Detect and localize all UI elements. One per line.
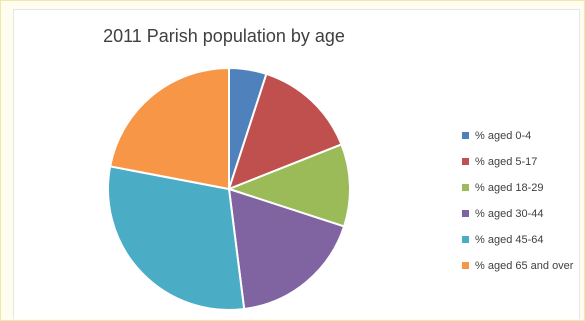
legend-swatch bbox=[462, 236, 469, 243]
legend-label: % aged 5-17 bbox=[475, 155, 538, 168]
legend-swatch bbox=[462, 210, 469, 217]
legend-item: % aged 65 and over bbox=[462, 256, 573, 275]
pie-slice-3 bbox=[228, 143, 351, 228]
chart-title: 2011 Parish population by age bbox=[103, 26, 345, 46]
legend-item: % aged 0-4 bbox=[462, 126, 573, 145]
legend-label: % aged 45-64 bbox=[475, 233, 544, 246]
legend-label: % aged 30-44 bbox=[475, 207, 544, 220]
legend-item: % aged 30-44 bbox=[462, 204, 573, 223]
legend-item: % aged 18-29 bbox=[462, 178, 573, 197]
legend-swatch bbox=[462, 184, 469, 191]
chart-area: 2011 Parish population by age % aged 0-4… bbox=[13, 9, 580, 319]
legend-swatch bbox=[462, 158, 469, 165]
pie-slice-6 bbox=[109, 67, 230, 190]
legend-label: % aged 18-29 bbox=[475, 181, 544, 194]
legend-label: % aged 65 and over bbox=[475, 259, 574, 272]
legend-swatch bbox=[462, 132, 469, 139]
pie-slice-5 bbox=[107, 165, 246, 311]
chart-legend: % aged 0-4 % aged 5-17 % aged 18-29 % aged … bbox=[462, 126, 573, 282]
pie-slice-4 bbox=[228, 188, 346, 311]
pie-slice-2 bbox=[228, 72, 343, 190]
legend-item: % aged 5-17 bbox=[462, 152, 573, 171]
legend-swatch bbox=[462, 262, 469, 269]
legend-label: % aged 0-4 bbox=[475, 129, 532, 142]
pie-chart bbox=[107, 67, 351, 311]
legend-item: % aged 45-64 bbox=[462, 230, 573, 249]
